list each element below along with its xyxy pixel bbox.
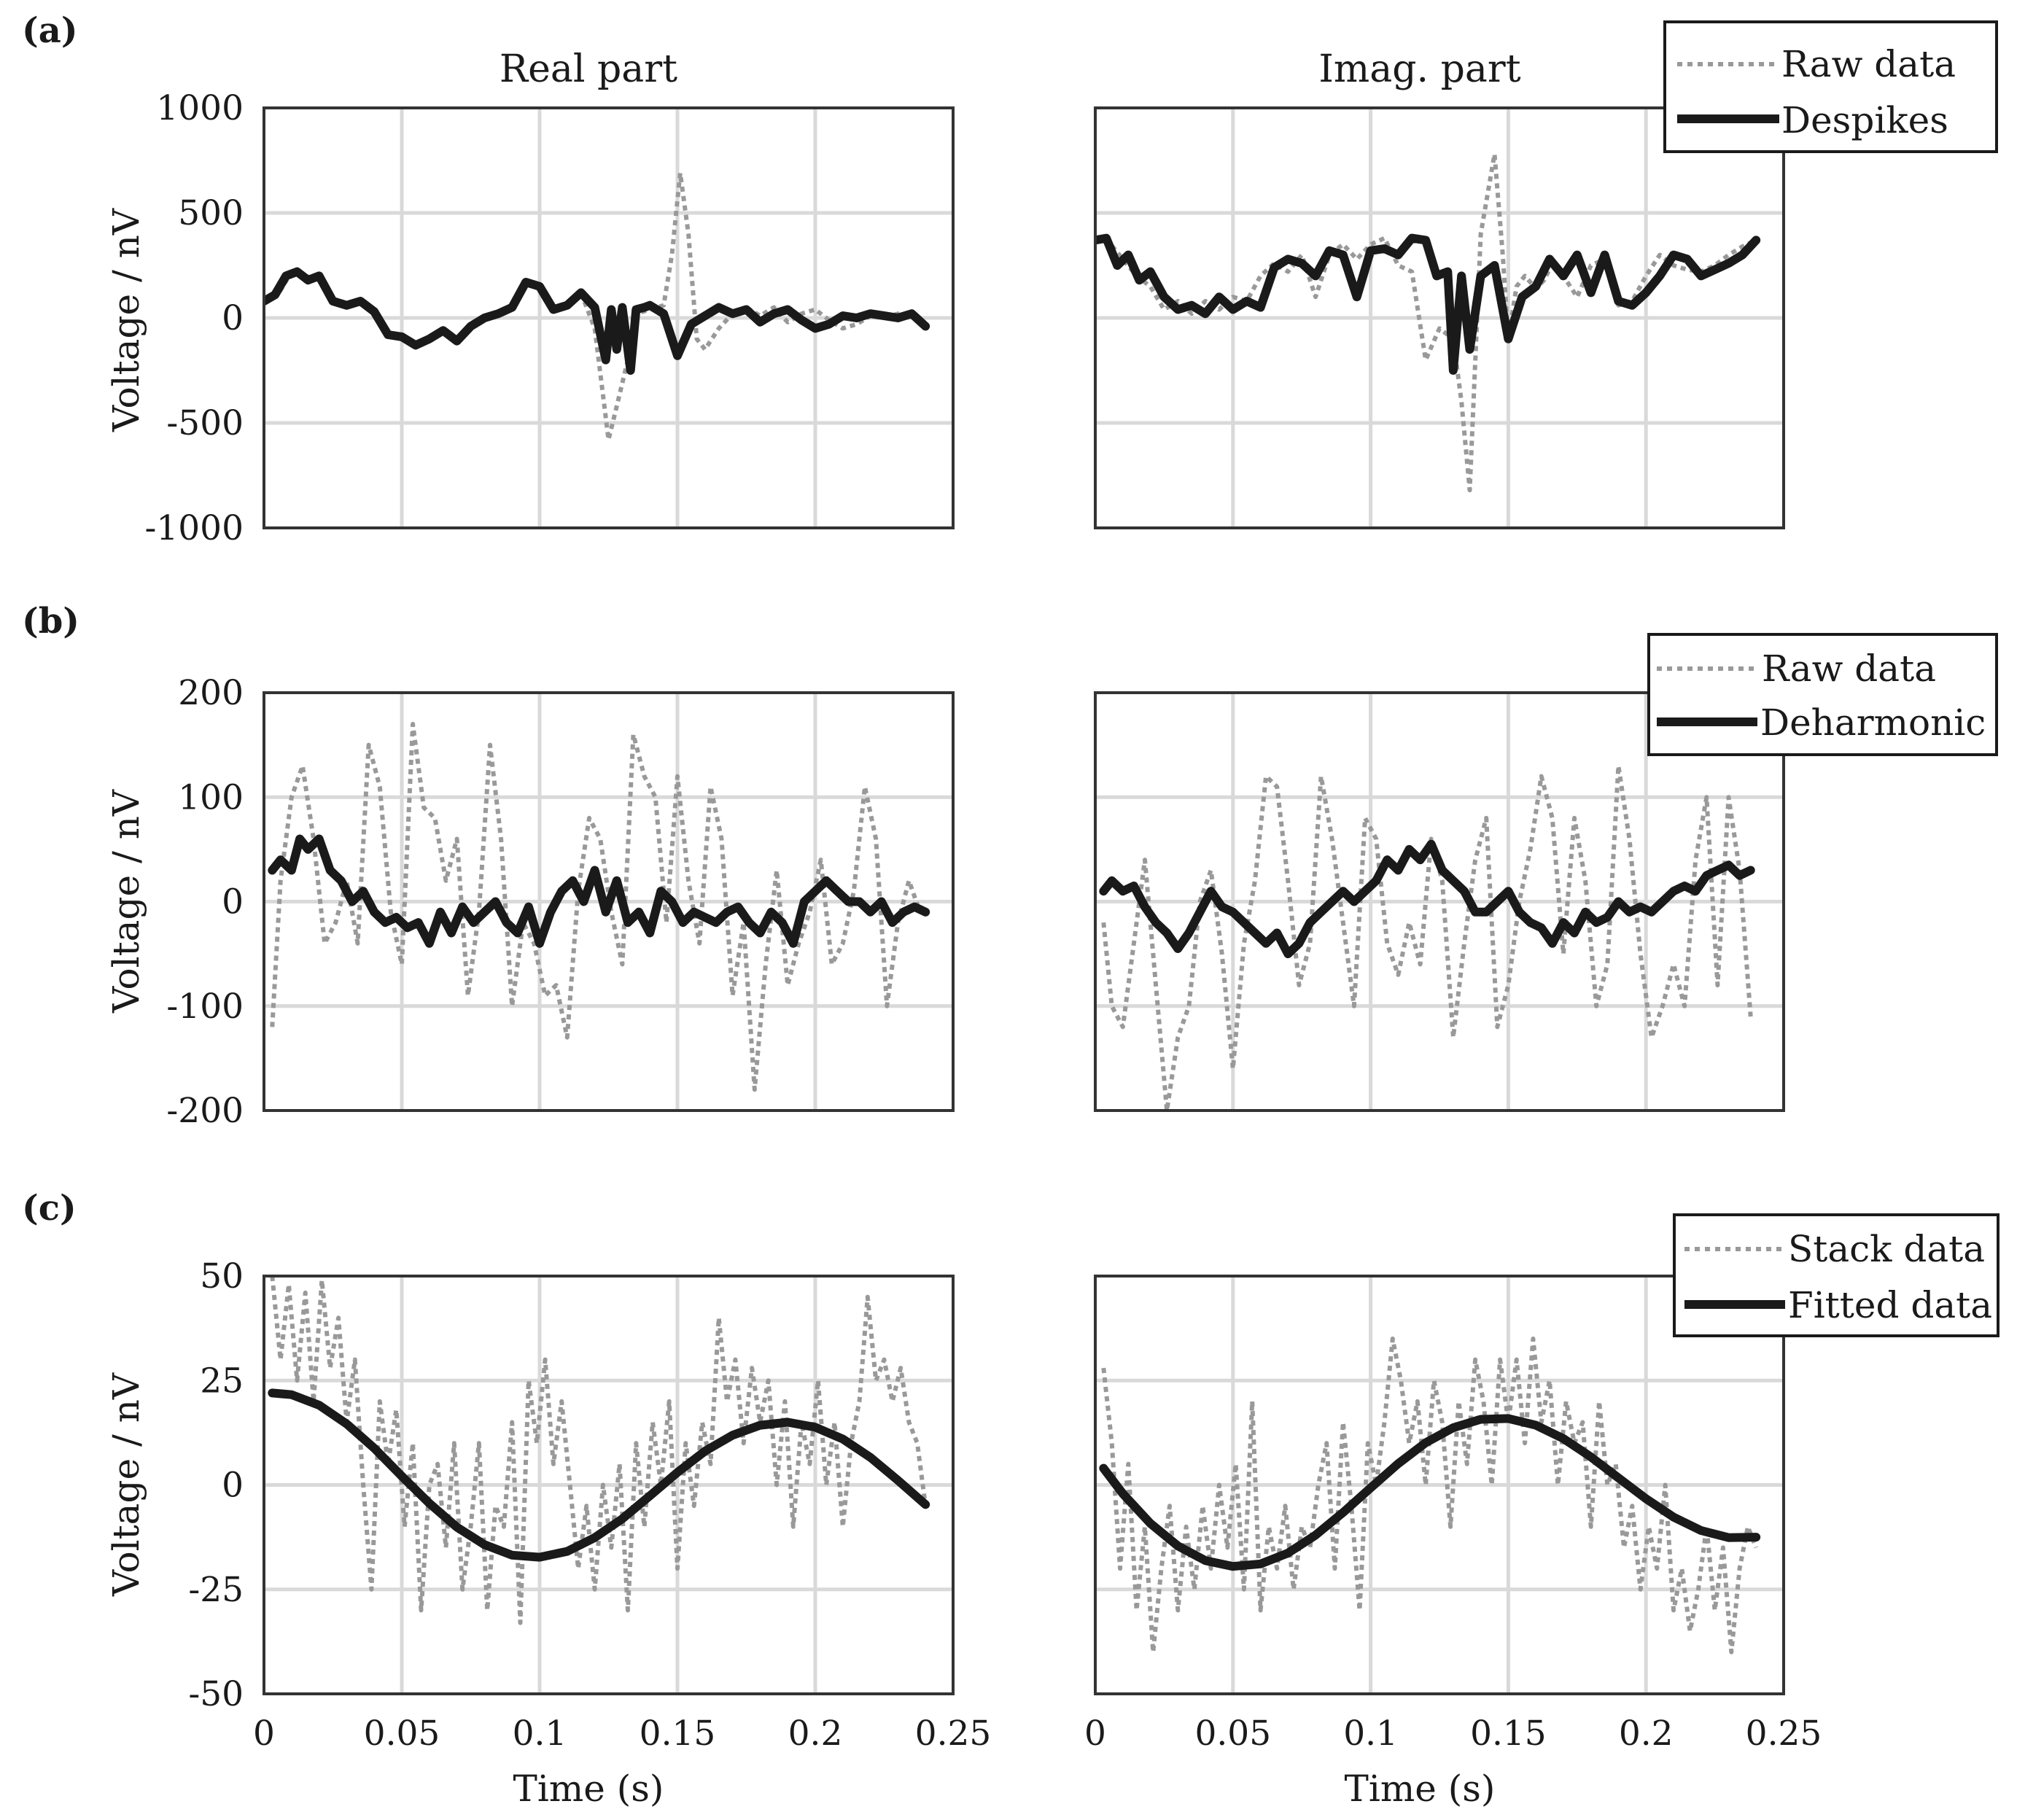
y-tick-label: -25 bbox=[188, 1570, 244, 1610]
x-tick-label: 0.25 bbox=[915, 1714, 992, 1754]
legend-b-raw-label: Raw data bbox=[1762, 648, 1936, 690]
plot-frame bbox=[1094, 1275, 1785, 1695]
series-line-stack-data bbox=[1101, 1337, 1758, 1654]
plot-frame bbox=[263, 1275, 955, 1695]
y-tick-label: 25 bbox=[200, 1361, 244, 1401]
plot-frame bbox=[1094, 691, 1785, 1112]
x-tick-label: 0 bbox=[1084, 1714, 1106, 1754]
x-tick-label: 0 bbox=[253, 1714, 275, 1754]
y-tick-label: 0 bbox=[222, 1466, 244, 1506]
legend-a-raw-label: Raw data bbox=[1781, 43, 1956, 85]
plot-frame bbox=[1094, 106, 1785, 529]
panel-label-a: (a) bbox=[22, 10, 78, 51]
y-tick-label: -200 bbox=[166, 1091, 244, 1131]
series-line-fitted-data bbox=[1099, 1414, 1761, 1571]
x-tick-label: 0.15 bbox=[1470, 1714, 1547, 1754]
x-tick-label: 0.05 bbox=[1194, 1714, 1271, 1754]
plot-c-imag: 0 0.05 0.1 0.15 0.2 0.25 bbox=[1084, 1275, 1822, 1754]
y-tick-label: 0 bbox=[222, 882, 244, 922]
column-title-real: Real part bbox=[500, 47, 677, 91]
legend-a: Raw data Despikes bbox=[1663, 20, 1998, 153]
y-tick-label: -100 bbox=[166, 987, 244, 1027]
series-line-stack-data bbox=[270, 1276, 928, 1625]
y-tick-label: 200 bbox=[178, 673, 244, 713]
legend-c-fitted-label: Fitted data bbox=[1788, 1284, 1992, 1326]
xlabel-imag: Time (s) bbox=[1345, 1768, 1496, 1810]
ylabel-c: Voltage / nV bbox=[105, 1372, 147, 1597]
series-line-fitted-data bbox=[268, 1388, 930, 1562]
plot-frame bbox=[263, 691, 955, 1112]
x-tick-label: 0.1 bbox=[1343, 1714, 1398, 1754]
plot-a-imag bbox=[1094, 106, 1785, 529]
x-tick-label: 0.2 bbox=[1619, 1714, 1674, 1754]
legend-b: Raw data Deharmonic bbox=[1647, 633, 1998, 756]
series-line-deharmonic bbox=[268, 834, 930, 948]
legend-c-stack-label: Stack data bbox=[1788, 1228, 1985, 1270]
y-tick-label: 500 bbox=[178, 193, 244, 233]
ylabel-a: Voltage / nV bbox=[105, 208, 147, 432]
x-tick-label: 0.25 bbox=[1746, 1714, 1822, 1754]
xlabel-real: Time (s) bbox=[513, 1768, 664, 1810]
legend-b-box bbox=[1647, 633, 1998, 756]
y-tick-label: 100 bbox=[178, 777, 244, 817]
x-tick-label: 0.15 bbox=[640, 1714, 716, 1754]
series-line-raw-data bbox=[270, 722, 922, 1092]
y-tick-label: -1000 bbox=[145, 508, 244, 548]
series-line-deharmonic bbox=[1099, 839, 1755, 959]
legend-a-despikes-label: Despikes bbox=[1781, 99, 1948, 141]
y-tick-label: 1000 bbox=[156, 88, 244, 128]
series-line-despikes bbox=[264, 267, 930, 375]
plot-frame bbox=[263, 106, 955, 529]
x-tick-label: 0.05 bbox=[364, 1714, 440, 1754]
panel-label-c: (c) bbox=[22, 1188, 77, 1229]
legend-b-deharmonic-label: Deharmonic bbox=[1760, 701, 1986, 744]
y-tick-label: 0 bbox=[222, 298, 244, 338]
y-tick-label: -500 bbox=[166, 403, 244, 443]
x-tick-label: 0.1 bbox=[513, 1714, 567, 1754]
y-tick-label: -50 bbox=[188, 1674, 244, 1714]
panel-label-b: (b) bbox=[22, 601, 79, 642]
y-tick-label: 50 bbox=[200, 1256, 244, 1296]
plot-a-real: 1000 500 0 -500 -1000 bbox=[145, 88, 955, 548]
series-line-raw-data bbox=[1101, 763, 1753, 1111]
plot-b-imag bbox=[1094, 691, 1785, 1112]
x-tick-label: 0.2 bbox=[788, 1714, 843, 1754]
ylabel-b: Voltage / nV bbox=[105, 789, 147, 1014]
legend-a-box bbox=[1663, 20, 1998, 153]
legend-c-box bbox=[1673, 1213, 1999, 1337]
column-title-imag: Imag. part bbox=[1318, 47, 1520, 91]
series-line-despikes bbox=[1095, 233, 1761, 375]
legend-c: Stack data Fitted data bbox=[1673, 1213, 1999, 1337]
plot-b-real: 200 100 0 -100 -200 bbox=[166, 673, 955, 1131]
